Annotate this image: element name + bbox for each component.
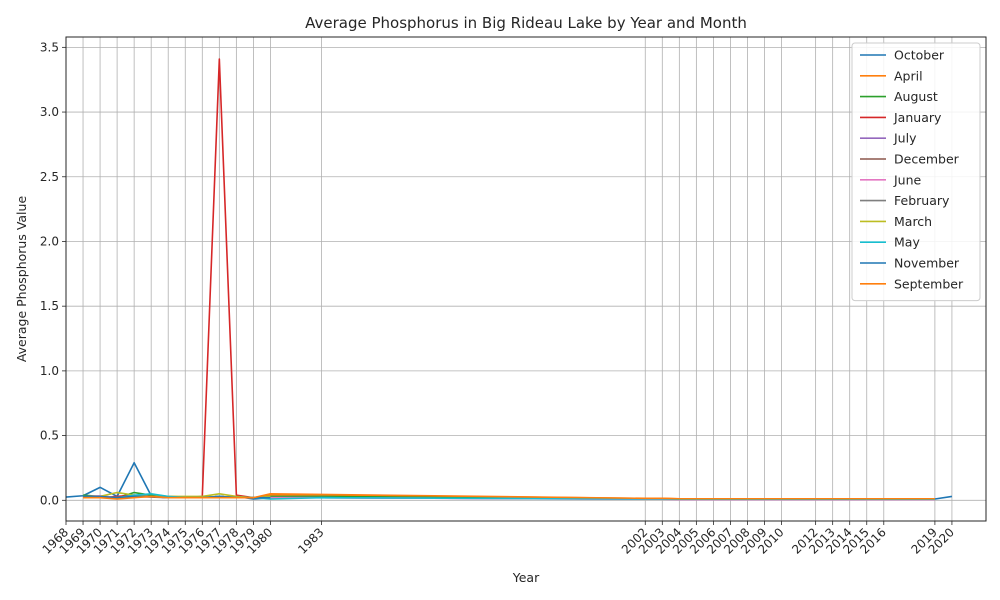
y-tick-label: 3.5 — [40, 40, 59, 54]
y-tick-label: 1.0 — [40, 364, 59, 378]
legend: October April August January July December Jun… — [851, 42, 981, 302]
legend-label: November — [894, 256, 960, 271]
y-axis-ticks: 0.0 0.5 1.0 1.5 2.0 2.5 3.0 3.5 — [40, 40, 66, 507]
legend-label: July — [893, 131, 917, 146]
series-lines — [65, 58, 953, 501]
legend-box — [851, 42, 981, 302]
y-tick-label: 0.0 — [40, 493, 59, 507]
legend-label: March — [894, 214, 932, 229]
legend-label: January — [893, 110, 942, 125]
legend-label: May — [894, 235, 920, 250]
plot-frame — [65, 36, 987, 522]
chart-title: Average Phosphorus in Big Rideau Lake by… — [305, 14, 747, 32]
y-axis-title: Average Phosphorus Value — [14, 196, 29, 363]
legend-label: September — [894, 276, 964, 291]
legend-label: February — [894, 193, 950, 208]
y-tick-label: 2.0 — [40, 234, 59, 248]
y-tick-label: 0.5 — [40, 429, 59, 443]
legend-label: April — [894, 68, 923, 83]
y-tick-label: 1.5 — [40, 299, 59, 313]
y-tick-label: 3.0 — [40, 105, 59, 119]
x-axis-ticks: 1968196919701971197219731974197519761977… — [40, 521, 957, 557]
series-line-september — [83, 493, 935, 500]
y-tick-label: 2.5 — [40, 170, 59, 184]
legend-label: October — [894, 48, 945, 63]
legend-label: December — [894, 152, 960, 167]
legend-label: June — [893, 172, 922, 187]
x-axis-title: Year — [512, 570, 540, 585]
legend-label: August — [894, 89, 938, 104]
